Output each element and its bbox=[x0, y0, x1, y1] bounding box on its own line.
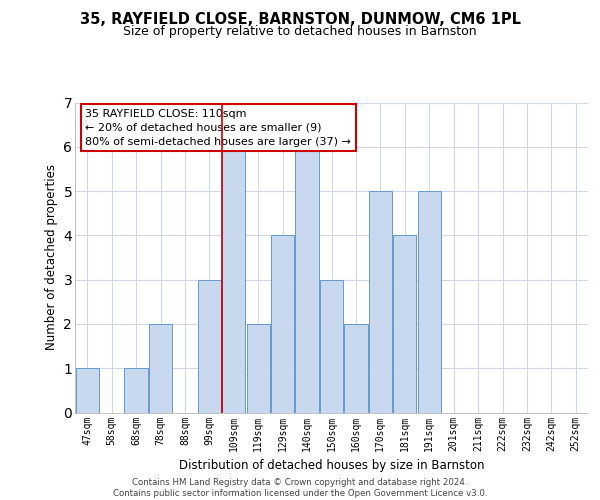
Bar bbox=[271, 236, 294, 412]
Bar bbox=[149, 324, 172, 412]
Y-axis label: Number of detached properties: Number of detached properties bbox=[45, 164, 58, 350]
Text: 35, RAYFIELD CLOSE, BARNSTON, DUNMOW, CM6 1PL: 35, RAYFIELD CLOSE, BARNSTON, DUNMOW, CM… bbox=[79, 12, 521, 28]
Text: Contains HM Land Registry data © Crown copyright and database right 2024.
Contai: Contains HM Land Registry data © Crown c… bbox=[113, 478, 487, 498]
Text: 35 RAYFIELD CLOSE: 110sqm
← 20% of detached houses are smaller (9)
80% of semi-d: 35 RAYFIELD CLOSE: 110sqm ← 20% of detac… bbox=[85, 108, 351, 146]
X-axis label: Distribution of detached houses by size in Barnston: Distribution of detached houses by size … bbox=[179, 459, 484, 472]
Bar bbox=[295, 147, 319, 412]
Bar bbox=[247, 324, 270, 412]
Bar bbox=[418, 191, 441, 412]
Bar bbox=[222, 147, 245, 412]
Bar bbox=[76, 368, 99, 412]
Bar bbox=[124, 368, 148, 412]
Bar bbox=[198, 280, 221, 412]
Text: Size of property relative to detached houses in Barnston: Size of property relative to detached ho… bbox=[123, 25, 477, 38]
Bar bbox=[393, 236, 416, 412]
Bar bbox=[344, 324, 368, 412]
Bar bbox=[320, 280, 343, 412]
Bar bbox=[369, 191, 392, 412]
